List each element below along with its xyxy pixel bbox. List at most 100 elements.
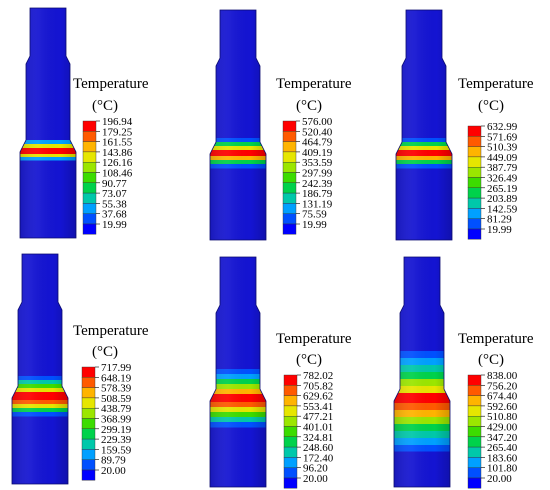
legend-swatch-6-4 [467, 405, 482, 417]
legend-value-5-7: 324.81 [303, 432, 333, 444]
legend-value-6-1: 838.00 [487, 370, 518, 382]
legend-value-6-10: 101.80 [487, 463, 518, 475]
legend-value-4-11: 20.00 [101, 465, 126, 477]
part-outline-2 [209, 9, 267, 241]
legend-value-2-5: 353.59 [302, 157, 333, 169]
legend-swatch-6-11 [467, 477, 482, 489]
legend-swatch-3-7 [467, 187, 482, 199]
legend-value-4-9: 159.59 [101, 444, 132, 456]
legend-value-3-6: 326.49 [487, 173, 518, 185]
legend-swatch-2-4 [282, 151, 297, 163]
legend-swatch-4-11 [81, 469, 96, 481]
legend-swatch-1-3 [82, 141, 97, 153]
legend-swatch-6-8 [467, 446, 482, 458]
legend-swatch-6-10 [467, 467, 482, 479]
panel-2: Temperature (°C) 576.00520.40464.79409.1… [209, 9, 352, 241]
legend-swatch-2-9 [282, 203, 297, 214]
legend-swatch-3-5 [467, 166, 482, 178]
legend-swatch-4-2 [81, 377, 96, 388]
legend-swatch-3-10 [467, 218, 482, 230]
legend-swatch-4-1 [81, 366, 96, 378]
legend-value-2-10: 75.59 [302, 209, 327, 221]
legend-swatch-5-6 [283, 426, 298, 438]
legend-swatch-3-9 [467, 208, 482, 219]
legend-value-3-1: 632.99 [487, 121, 518, 133]
legend-value-5-10: 96.20 [303, 463, 328, 475]
legend-swatch-4-9 [81, 449, 96, 460]
legend-value-2-11: 19.99 [302, 219, 327, 231]
legend-value-4-3: 578.39 [101, 383, 132, 395]
legend-swatch-1-2 [82, 131, 97, 142]
legend-value-6-4: 592.60 [487, 401, 518, 413]
legend-value-1-7: 90.77 [102, 178, 127, 190]
legend-value-3-5: 387.79 [487, 162, 518, 174]
legend-value-2-3: 464.79 [302, 137, 333, 149]
legend-unit-4: (°C) [92, 344, 118, 360]
legend-value-3-10: 81.29 [487, 214, 512, 226]
legend-value-1-5: 126.16 [102, 157, 133, 169]
legend-value-2-1: 576.00 [302, 116, 333, 128]
legend-swatch-3-6 [467, 177, 482, 189]
legend-2: 576.00520.40464.79409.19353.59297.99242.… [282, 116, 333, 235]
legend-title-2: Temperature [276, 76, 352, 92]
legend-swatch-4-5 [81, 408, 96, 419]
legend-swatch-2-8 [282, 192, 297, 204]
legend-unit-3: (°C) [478, 98, 504, 114]
legend-swatch-2-2 [282, 131, 297, 142]
legend-1: 196.94179.25161.55143.86126.16108.4690.7… [82, 116, 133, 235]
legend-value-6-7: 347.20 [487, 432, 518, 444]
legend-unit-2: (°C) [296, 98, 322, 114]
legend-value-3-4: 449.09 [487, 152, 518, 164]
legend-value-1-1: 196.94 [102, 116, 133, 128]
legend-value-5-8: 248.60 [303, 442, 334, 454]
legend-swatch-4-6 [81, 418, 96, 430]
legend-value-6-2: 756.20 [487, 380, 518, 392]
legend-value-3-11: 19.99 [487, 224, 512, 236]
legend-unit-1: (°C) [92, 98, 118, 114]
legend-value-2-6: 297.99 [302, 168, 333, 180]
legend-swatch-5-5 [283, 416, 298, 427]
legend-swatch-1-8 [82, 192, 97, 204]
legend-swatch-1-1 [82, 120, 97, 132]
legend-swatch-4-3 [81, 387, 96, 399]
legend-swatch-6-6 [467, 426, 482, 438]
legend-swatch-2-6 [282, 172, 297, 184]
legend-value-4-1: 717.99 [101, 362, 132, 374]
legend-value-5-4: 553.41 [303, 401, 333, 413]
part-outline-3 [395, 9, 453, 241]
legend-swatch-1-9 [82, 203, 97, 214]
part-body-5 [210, 257, 266, 487]
legend-value-4-4: 508.59 [101, 393, 132, 405]
legend-value-1-4: 143.86 [102, 147, 133, 159]
legend-swatch-5-11 [283, 477, 298, 489]
part-2 [209, 9, 267, 241]
legend-value-2-7: 242.39 [302, 178, 333, 190]
legend-6: 838.00756.20674.40592.60510.80429.00347.… [467, 370, 518, 489]
legend-swatch-5-1 [283, 374, 298, 386]
legend-value-5-1: 782.02 [303, 370, 333, 382]
part-1 [19, 7, 77, 239]
legend-value-1-3: 161.55 [102, 137, 133, 149]
legend-5: 782.02705.82629.62553.41477.21401.01324.… [283, 370, 334, 489]
legend-value-3-9: 142.59 [487, 203, 518, 215]
legend-swatch-1-5 [82, 161, 97, 173]
legend-title-4: Temperature [73, 323, 149, 339]
legend-value-6-11: 20.00 [487, 473, 512, 485]
legend-unit-6: (°C) [478, 352, 504, 368]
legend-value-5-3: 629.62 [303, 391, 333, 403]
legend-value-6-9: 183.60 [487, 452, 518, 464]
part-outline-1 [19, 7, 77, 239]
part-outline-6 [393, 256, 451, 488]
legend-value-6-8: 265.40 [487, 442, 518, 454]
legend-swatch-5-3 [283, 395, 298, 407]
legend-swatch-6-1 [467, 374, 482, 386]
legend-unit-5: (°C) [296, 352, 322, 368]
legend-swatch-2-3 [282, 141, 297, 153]
legend-value-4-5: 438.79 [101, 403, 132, 415]
legend-swatch-4-8 [81, 438, 96, 450]
legend-value-2-8: 186.79 [302, 188, 333, 200]
legend-value-5-5: 477.21 [303, 411, 333, 423]
part-5 [209, 256, 267, 488]
legend-swatch-5-8 [283, 446, 298, 458]
